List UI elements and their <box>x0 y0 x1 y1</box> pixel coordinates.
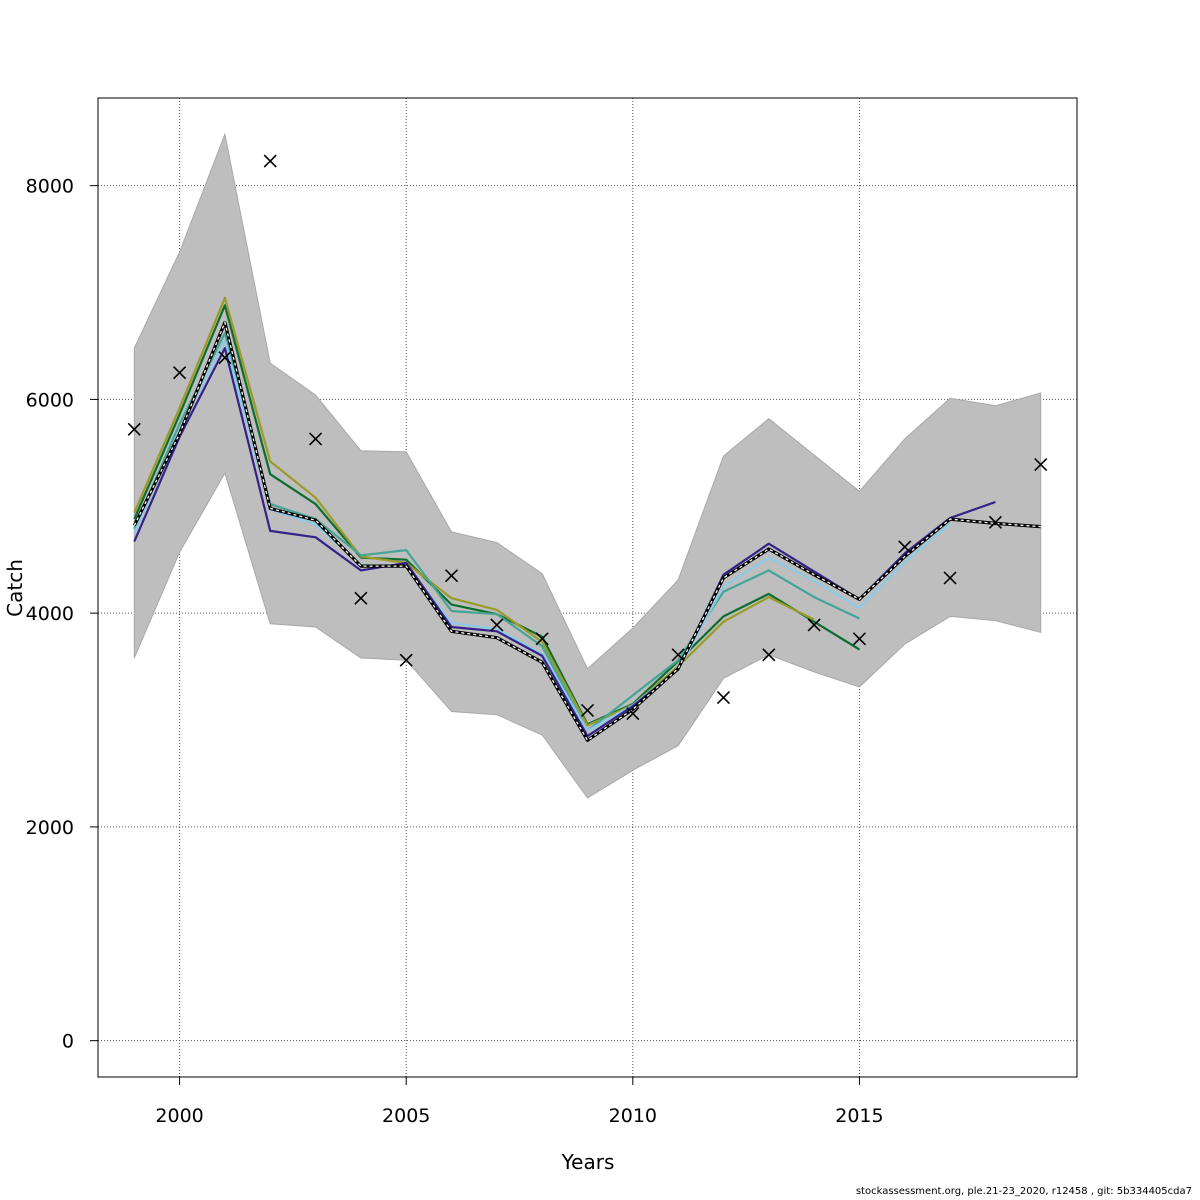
x-axis-title: Years <box>561 1150 615 1174</box>
observation-marker <box>943 571 957 585</box>
observation-marker <box>127 422 141 436</box>
y-axis-ticks: 0 2000 4000 6000 8000 <box>26 176 98 1053</box>
observation-marker <box>263 154 277 168</box>
x-tick-label: 2000 <box>155 1105 203 1127</box>
footer-note: stockassessment.org, ple.21-23_2020, r12… <box>855 1186 1192 1197</box>
observation-marker <box>716 691 731 705</box>
observation-marker <box>671 648 685 662</box>
observation-marker <box>399 653 413 667</box>
x-tick-label: 2005 <box>382 1105 430 1127</box>
plot-frame <box>97 97 1078 1078</box>
confidence-band <box>133 132 1042 799</box>
observation-marker <box>807 618 821 632</box>
observation-marker <box>218 351 232 365</box>
y-tick-label: 8000 <box>26 176 74 198</box>
observation-marker <box>988 515 1002 529</box>
x-tick-label: 2015 <box>835 1105 883 1127</box>
observation-marker <box>762 648 776 662</box>
observation-marker <box>173 366 187 380</box>
observation-marker <box>354 591 368 605</box>
fitted-line-group <box>132 320 1041 742</box>
y-tick-label: 0 <box>62 1031 74 1053</box>
observation-marker <box>490 618 504 632</box>
observation-marker <box>308 432 323 446</box>
y-tick-label: 4000 <box>26 603 74 625</box>
confidence-band-group <box>133 132 1042 799</box>
observation-marker <box>898 540 912 554</box>
observation-marker <box>580 703 595 717</box>
y-axis-title: Catch <box>3 559 27 617</box>
observation-marker <box>535 632 549 646</box>
observation-marker <box>1034 458 1048 472</box>
observation-marker <box>444 569 459 583</box>
series-line-2 <box>133 296 815 727</box>
y-tick-label: 6000 <box>26 389 74 411</box>
x-tick-label: 2010 <box>609 1105 657 1127</box>
observation-marker <box>852 632 867 646</box>
observation-markers-group <box>127 154 1048 721</box>
x-axis-ticks: 2000 2005 2010 2015 <box>155 1077 884 1127</box>
fitted-line <box>132 320 1041 742</box>
observation-marker <box>626 707 640 721</box>
y-tick-label: 2000 <box>26 817 74 839</box>
